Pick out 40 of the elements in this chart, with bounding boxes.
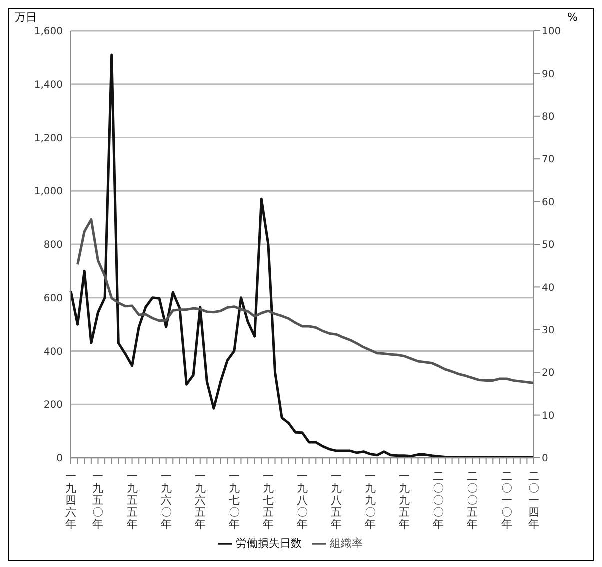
- y2-axis-title: %: [568, 10, 578, 24]
- y2-tick-label: 0: [542, 454, 548, 465]
- y2-tick-label: 20: [542, 368, 555, 380]
- y2-tick-label: 70: [542, 154, 555, 166]
- legend-label: 労働損失日数: [236, 537, 302, 550]
- y-tick-label: 400: [44, 346, 63, 358]
- x-tick-label: 一九七五年: [262, 470, 274, 531]
- line-series: [76, 218, 536, 385]
- y-tick-label: 1,000: [34, 186, 63, 198]
- x-tick-label: 二〇一四年: [528, 470, 540, 531]
- x-tick-label: 一九八〇年: [297, 470, 308, 531]
- x-tick-label: 一九九五年: [399, 470, 410, 531]
- y-tick-label: 1,200: [34, 133, 63, 144]
- y2-tick-label: 80: [542, 112, 555, 123]
- x-tick-label: 一九五〇年: [92, 470, 104, 531]
- y-tick-label: 1,400: [34, 80, 63, 91]
- y-tick-label: 200: [44, 400, 63, 412]
- y2-tick-label: 100: [542, 26, 562, 38]
- x-tick-label: 一九六〇年: [160, 470, 172, 531]
- y-tick-label: 800: [44, 240, 63, 252]
- y-tick-label: 1,600: [34, 26, 63, 38]
- x-tick-label: 一九五五年: [126, 470, 138, 531]
- y-tick-label: 0: [56, 454, 63, 465]
- y-axis-title: 万日: [15, 10, 37, 24]
- x-tick-label: 一九八五年: [331, 470, 342, 531]
- x-tick-label: 二〇〇五年: [467, 470, 478, 531]
- x-tick-label: 一九六五年: [194, 470, 206, 531]
- x-tick-label: 一九四六年: [66, 470, 76, 531]
- y2-tick-label: 10: [542, 410, 555, 422]
- y-tick-label: 600: [44, 293, 63, 304]
- y2-tick-label: 60: [542, 197, 555, 208]
- y2-tick-label: 40: [542, 282, 555, 294]
- y2-tick-label: 90: [542, 69, 555, 80]
- y2-tick-label: 50: [542, 240, 555, 252]
- x-tick-label: 二〇〇〇年: [433, 470, 444, 531]
- x-tick-label: 一九七〇年: [228, 470, 240, 531]
- y2-tick-label: 30: [542, 325, 555, 336]
- legend-label: 組織率: [330, 537, 363, 550]
- x-tick-label: 二〇一〇年: [501, 470, 512, 531]
- x-tick-label: 一九九〇年: [365, 470, 376, 531]
